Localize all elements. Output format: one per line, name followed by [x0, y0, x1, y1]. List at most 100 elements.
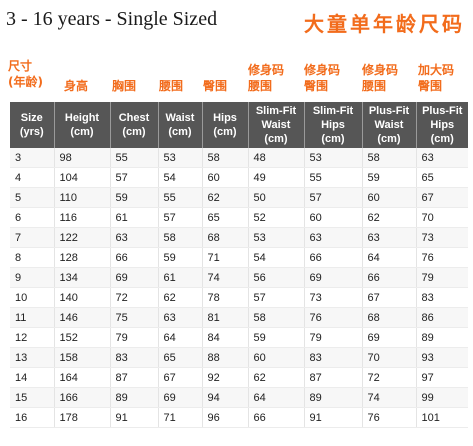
table-cell: 97	[416, 367, 468, 388]
table-cell: 74	[202, 267, 249, 288]
table-cell: 76	[362, 407, 417, 428]
table-row: 6 116 61 57 65 52 60 62 70	[10, 207, 468, 228]
table-cell: 83	[416, 287, 468, 308]
column-header: Hips (cm)	[202, 102, 249, 148]
table-cell: 158	[54, 347, 111, 368]
table-row: 4 104 57 54 60 49 55 59 65	[10, 167, 468, 188]
table-cell: 69	[304, 267, 363, 288]
table-cell: 66	[304, 247, 363, 268]
table-cell: 69	[158, 387, 203, 408]
table-cell: 67	[158, 367, 203, 388]
table-cell: 6	[10, 207, 55, 228]
table-row: 16 178 91 71 96 66 91 76 101	[10, 407, 468, 428]
table-cell: 68	[362, 307, 417, 328]
table-cell: 69	[110, 267, 159, 288]
column-header: Size (yrs)	[10, 102, 55, 148]
table-cell: 69	[362, 327, 417, 348]
table-cell: 63	[110, 227, 159, 248]
table-row: 8 128 66 59 71 54 66 64 76	[10, 247, 468, 268]
table-cell: 140	[54, 287, 111, 308]
table-cell: 12	[10, 327, 55, 348]
table-cell: 78	[202, 287, 249, 308]
table-cell: 71	[158, 407, 203, 428]
table-row: 12 152 79 64 84 59 79 69 89	[10, 327, 468, 348]
table-cell: 110	[54, 187, 111, 208]
table-cell: 53	[248, 227, 305, 248]
table-row: 11 146 75 63 81 58 76 68 86	[10, 307, 468, 328]
table-row: 5 110 59 55 62 50 57 60 67	[10, 187, 468, 208]
table-cell: 62	[248, 367, 305, 388]
table-cell: 67	[416, 187, 468, 208]
table-cell: 7	[10, 227, 55, 248]
table-cell: 59	[362, 167, 417, 188]
table-cell: 55	[158, 187, 203, 208]
table-cell: 64	[158, 327, 203, 348]
column-header: Height (cm)	[54, 102, 111, 148]
table-row: 3 98 55 53 58 48 53 58 63	[10, 148, 468, 168]
table-cell: 79	[110, 327, 159, 348]
table-cell: 65	[416, 167, 468, 188]
table-cell: 63	[362, 227, 417, 248]
table-cell: 73	[416, 227, 468, 248]
table-cell: 50	[248, 187, 305, 208]
table-cell: 92	[202, 367, 249, 388]
table-cell: 16	[10, 407, 55, 428]
table-cell: 59	[248, 327, 305, 348]
table-cell: 63	[158, 307, 203, 328]
table-cell: 55	[304, 167, 363, 188]
table-cell: 3	[10, 148, 55, 168]
table-cell: 52	[248, 207, 305, 228]
table-row: 9 134 69 61 74 56 69 66 79	[10, 267, 468, 288]
table-cell: 70	[362, 347, 417, 368]
table-cell: 166	[54, 387, 111, 408]
table-cell: 10	[10, 287, 55, 308]
table-header-row: Size (yrs) Height (cm) Chest (cm) Waist (cm…	[10, 102, 468, 148]
table-cell: 89	[304, 387, 363, 408]
size-table: Size (yrs) Height (cm) Chest (cm) Waist (cm…	[10, 102, 468, 428]
table-cell: 89	[110, 387, 159, 408]
table-cell: 64	[362, 247, 417, 268]
table-cell: 88	[202, 347, 249, 368]
table-cell: 57	[304, 187, 363, 208]
table-cell: 63	[304, 227, 363, 248]
table-cell: 60	[304, 207, 363, 228]
table-row: 15 166 89 69 94 64 89 74 99	[10, 387, 468, 408]
table-cell: 70	[416, 207, 468, 228]
table-cell: 104	[54, 167, 111, 188]
table-cell: 54	[248, 247, 305, 268]
cn-label-plus-waist: 修身码 腰围	[362, 63, 399, 93]
table-cell: 61	[158, 267, 203, 288]
chinese-title: 大童单年龄尺码	[304, 12, 465, 36]
table-cell: 57	[110, 167, 159, 188]
table-cell: 164	[54, 367, 111, 388]
table-cell: 13	[10, 347, 55, 368]
table-cell: 54	[158, 167, 203, 188]
table-cell: 58	[158, 227, 203, 248]
table-cell: 81	[202, 307, 249, 328]
table-cell: 76	[416, 247, 468, 268]
table-cell: 60	[362, 187, 417, 208]
table-cell: 99	[416, 387, 468, 408]
table-cell: 58	[362, 148, 417, 168]
table-cell: 57	[248, 287, 305, 308]
table-cell: 14	[10, 367, 55, 388]
table-cell: 8	[10, 247, 55, 268]
table-cell: 72	[110, 287, 159, 308]
table-row: 10 140 72 62 78 57 73 67 83	[10, 287, 468, 308]
table-cell: 71	[202, 247, 249, 268]
table-cell: 146	[54, 307, 111, 328]
table-cell: 65	[158, 347, 203, 368]
table-cell: 101	[416, 407, 468, 428]
cn-label-size: 尺寸 (年龄)	[8, 59, 43, 89]
table-cell: 59	[158, 247, 203, 268]
table-cell: 96	[202, 407, 249, 428]
cn-label-slim-waist: 修身码 腰围	[248, 63, 285, 93]
table-cell: 66	[362, 267, 417, 288]
table-cell: 86	[416, 307, 468, 328]
table-cell: 87	[304, 367, 363, 388]
chart-title: 3 - 16 years - Single Sized	[6, 8, 218, 30]
table-cell: 9	[10, 267, 55, 288]
table-cell: 87	[110, 367, 159, 388]
table-cell: 62	[202, 187, 249, 208]
table-cell: 55	[110, 148, 159, 168]
